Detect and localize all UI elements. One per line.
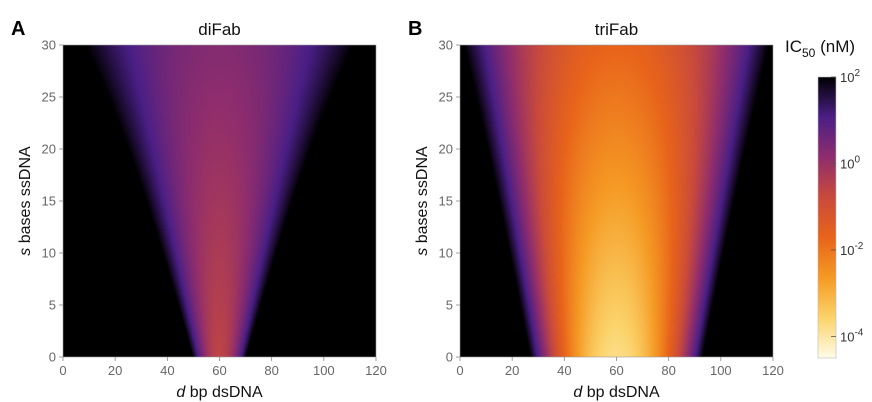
x-tick-label: 0	[456, 363, 463, 378]
y-tick-label: 10	[42, 246, 56, 261]
y-tick-label: 15	[42, 194, 56, 209]
x-tick-label: 60	[212, 363, 226, 378]
y-tick-label: 20	[42, 142, 56, 157]
x-axis-label: d bp dsDNA	[176, 384, 263, 401]
colorbar-title: IC50 (nM)	[785, 37, 855, 60]
x-tick-label: 40	[160, 363, 174, 378]
y-tick-label: 25	[439, 90, 453, 105]
panel-title: triFab	[595, 20, 638, 39]
y-tick-label: 20	[439, 142, 453, 157]
heatmap-image	[460, 45, 773, 357]
y-tick-label: 30	[439, 38, 453, 53]
y-tick-label: 0	[49, 350, 56, 365]
y-tick-label: 10	[439, 246, 453, 261]
y-axis-label: s bases ssDNA	[414, 146, 431, 256]
x-axis-label: d bp dsDNA	[573, 384, 660, 401]
panel-title: diFab	[198, 20, 241, 39]
colorbar: IC50 (nM) 102 100 10-2 10-4	[785, 37, 864, 359]
y-axis-label: s bases ssDNA	[17, 146, 34, 256]
colorbar-tick-label: 10-2	[840, 241, 864, 258]
x-tick-label: 100	[710, 363, 732, 378]
heatmap-image	[63, 45, 376, 357]
x-tick-label: 120	[762, 363, 784, 378]
x-tick-label: 120	[365, 363, 387, 378]
colorbar-tick-label: 10-4	[840, 327, 864, 344]
x-tick-label: 60	[609, 363, 623, 378]
colorbar-gradient	[817, 76, 837, 359]
x-tick-label: 20	[505, 363, 519, 378]
y-tick-label: 15	[439, 194, 453, 209]
x-tick-label: 40	[557, 363, 571, 378]
x-tick-label: 0	[59, 363, 66, 378]
x-tick-label: 20	[108, 363, 122, 378]
y-tick-label: 30	[42, 38, 56, 53]
x-tick-label: 100	[313, 363, 335, 378]
panel-letter: A	[11, 18, 25, 40]
x-tick-label: 80	[264, 363, 278, 378]
colorbar-tick-label: 102	[840, 68, 860, 85]
y-tick-label: 5	[446, 298, 453, 313]
y-tick-label: 25	[42, 90, 56, 105]
x-tick-label: 80	[661, 363, 675, 378]
y-tick-label: 0	[446, 350, 453, 365]
panel-letter: B	[408, 18, 422, 40]
colorbar-tick-label: 100	[840, 154, 860, 171]
y-tick-label: 5	[49, 298, 56, 313]
